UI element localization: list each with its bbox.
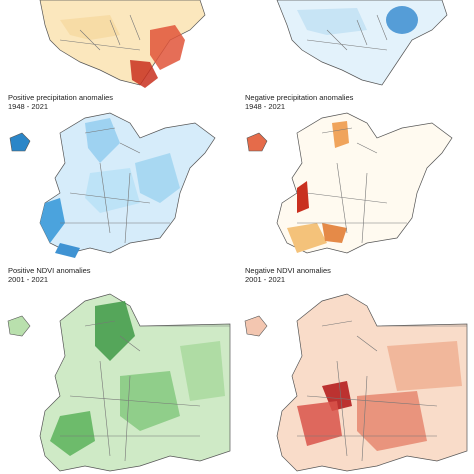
europe-map (39, 0, 206, 88)
iceland-shape (9, 132, 31, 152)
caption-years: 1948 - 2021 (8, 102, 49, 111)
panel-caption: Positive precipitation anomalies 1948 - … (8, 93, 113, 111)
iceland-shape (246, 132, 268, 152)
iceland-shape (244, 315, 268, 337)
panel-caption: Negative precipitation anomalies 1948 - … (245, 93, 353, 111)
caption-years: 2001 - 2021 (245, 275, 286, 284)
caption-title: Negative precipitation anomalies (245, 93, 354, 102)
panel-caption: Negative NDVI anomalies 2001 - 2021 (245, 266, 331, 284)
iceland-shape (7, 315, 31, 337)
europe-map (7, 293, 231, 472)
map-panel-positive-ndvi: Positive NDVI anomalies 2001 - 2021 (0, 266, 237, 474)
caption-title: Positive NDVI anomalies (8, 266, 91, 275)
panel-caption: Positive NDVI anomalies 2001 - 2021 (8, 266, 91, 284)
map-panel-negative-precipitation: Negative precipitation anomalies 1948 - … (237, 93, 474, 268)
map-panel-top-right (237, 0, 474, 158)
map-panel-positive-precipitation: Positive precipitation anomalies 1948 - … (0, 93, 237, 268)
europe-map (244, 293, 468, 472)
caption-title: Negative NDVI anomalies (245, 266, 331, 275)
map-panel-negative-ndvi: Negative NDVI anomalies 2001 - 2021 (237, 266, 474, 474)
continent-shape (276, 112, 453, 254)
europe-map (276, 0, 448, 86)
europe-map (246, 112, 453, 254)
caption-years: 1948 - 2021 (245, 102, 286, 111)
map-panel-top-left (0, 0, 237, 158)
caption-title: Positive precipitation anomalies (8, 93, 114, 102)
europe-map (9, 112, 216, 258)
caption-years: 2001 - 2021 (8, 275, 49, 284)
